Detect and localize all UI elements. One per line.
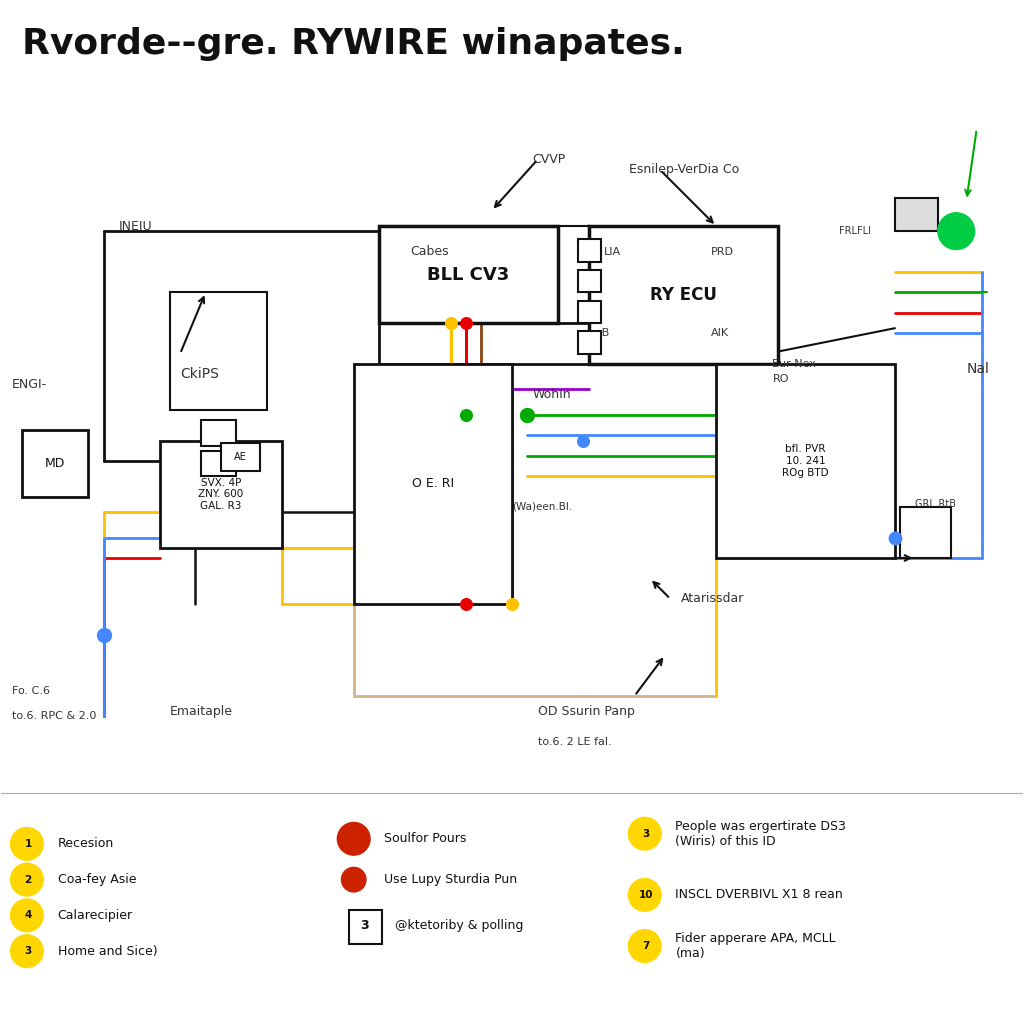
Circle shape <box>10 827 43 860</box>
Text: FRLFLI: FRLFLI <box>839 226 870 237</box>
Text: Coa-fey Asie: Coa-fey Asie <box>57 873 136 886</box>
Text: SVX. 4P
ZNY. 600
GAL. R3: SVX. 4P ZNY. 600 GAL. R3 <box>199 477 244 511</box>
Text: @ktetoriby & polling: @ktetoriby & polling <box>394 920 523 932</box>
Text: (Wa)een.Bl.: (Wa)een.Bl. <box>512 502 572 512</box>
Bar <box>895 199 938 231</box>
Bar <box>579 331 601 353</box>
Point <box>95 627 112 643</box>
Point <box>887 529 903 546</box>
Circle shape <box>629 817 662 850</box>
Text: 7: 7 <box>642 941 649 951</box>
Text: People was ergertirate DS3
(Wiris) of this ID: People was ergertirate DS3 (Wiris) of th… <box>676 819 846 848</box>
Text: Emaitaple: Emaitaple <box>170 705 232 718</box>
Text: to.6. RPC & 2.0: to.6. RPC & 2.0 <box>11 712 96 721</box>
Point <box>442 315 459 332</box>
Text: CVVP: CVVP <box>532 154 565 166</box>
Circle shape <box>629 879 662 911</box>
Text: Esnilep-VerDia Co: Esnilep-VerDia Co <box>630 164 739 176</box>
Text: O E. RI: O E. RI <box>412 477 454 490</box>
Circle shape <box>938 213 975 250</box>
Point <box>519 407 536 423</box>
Text: OD Ssurin Panp: OD Ssurin Panp <box>538 705 635 718</box>
Text: Home and Sice): Home and Sice) <box>57 944 157 957</box>
Bar <box>900 507 951 558</box>
Text: .B: .B <box>599 329 610 338</box>
Bar <box>579 240 601 262</box>
Text: INSCL DVERBIVL X1 8 rean: INSCL DVERBIVL X1 8 rean <box>676 889 843 901</box>
Bar <box>579 301 601 324</box>
Circle shape <box>341 867 366 892</box>
Bar <box>348 910 382 944</box>
Text: Fo. C.6: Fo. C.6 <box>11 686 49 695</box>
Text: CkiPS: CkiPS <box>180 368 219 381</box>
Point <box>504 596 520 612</box>
Text: Atarissdar: Atarissdar <box>681 592 743 605</box>
Bar <box>22 430 88 497</box>
Text: Eur Nex: Eur Nex <box>772 359 816 369</box>
Bar <box>160 440 283 548</box>
Bar <box>201 451 237 476</box>
Text: MD: MD <box>45 457 66 470</box>
Text: Calarecipier: Calarecipier <box>57 909 133 922</box>
Text: RO: RO <box>772 374 788 384</box>
Bar <box>579 270 601 293</box>
Bar <box>201 420 237 445</box>
Text: AE: AE <box>233 452 247 462</box>
Point <box>458 596 474 612</box>
Text: 3: 3 <box>25 946 32 956</box>
Circle shape <box>337 822 370 855</box>
Bar <box>221 442 260 471</box>
Text: Rvorde--gre. RYWIRE winapates.: Rvorde--gre. RYWIRE winapates. <box>22 27 685 60</box>
Circle shape <box>629 930 662 963</box>
Text: 2: 2 <box>25 874 32 885</box>
Text: to.6. 2 LE fal.: to.6. 2 LE fal. <box>538 737 611 746</box>
Text: BLL CV3: BLL CV3 <box>427 265 510 284</box>
Point <box>458 315 474 332</box>
Text: bfl. PVR
10. 241
ROg BTD: bfl. PVR 10. 241 ROg BTD <box>782 444 828 477</box>
Bar <box>379 226 558 324</box>
Text: 10: 10 <box>639 890 653 900</box>
Text: PRD: PRD <box>711 247 734 257</box>
Text: INEIU: INEIU <box>119 219 153 232</box>
Bar <box>353 364 512 604</box>
Text: LIA: LIA <box>604 247 621 257</box>
Bar <box>170 293 267 410</box>
Text: 4: 4 <box>25 910 32 921</box>
Text: Use Lupy Sturdia Pun: Use Lupy Sturdia Pun <box>384 873 517 886</box>
Text: Cabes: Cabes <box>410 245 449 258</box>
Text: 1: 1 <box>25 839 32 849</box>
Text: WohIn: WohIn <box>532 388 571 401</box>
Text: 3: 3 <box>360 920 370 932</box>
Text: Recesion: Recesion <box>57 838 114 850</box>
Text: RY ECU: RY ECU <box>649 286 717 304</box>
Text: ENGI-: ENGI- <box>11 378 47 391</box>
Circle shape <box>10 899 43 932</box>
Text: Fider apperare APA, MCLL
(ma): Fider apperare APA, MCLL (ma) <box>676 932 836 961</box>
Text: GRI  RtB: GRI RtB <box>915 499 956 509</box>
Text: Nal: Nal <box>967 362 989 376</box>
Bar <box>716 364 895 558</box>
Text: AIK: AIK <box>711 329 729 338</box>
Point <box>575 432 592 449</box>
Text: 3: 3 <box>642 828 649 839</box>
Bar <box>589 226 777 364</box>
Circle shape <box>10 935 43 968</box>
Circle shape <box>10 863 43 896</box>
Point <box>458 407 474 423</box>
Text: Soulfor Pours: Soulfor Pours <box>384 833 467 845</box>
